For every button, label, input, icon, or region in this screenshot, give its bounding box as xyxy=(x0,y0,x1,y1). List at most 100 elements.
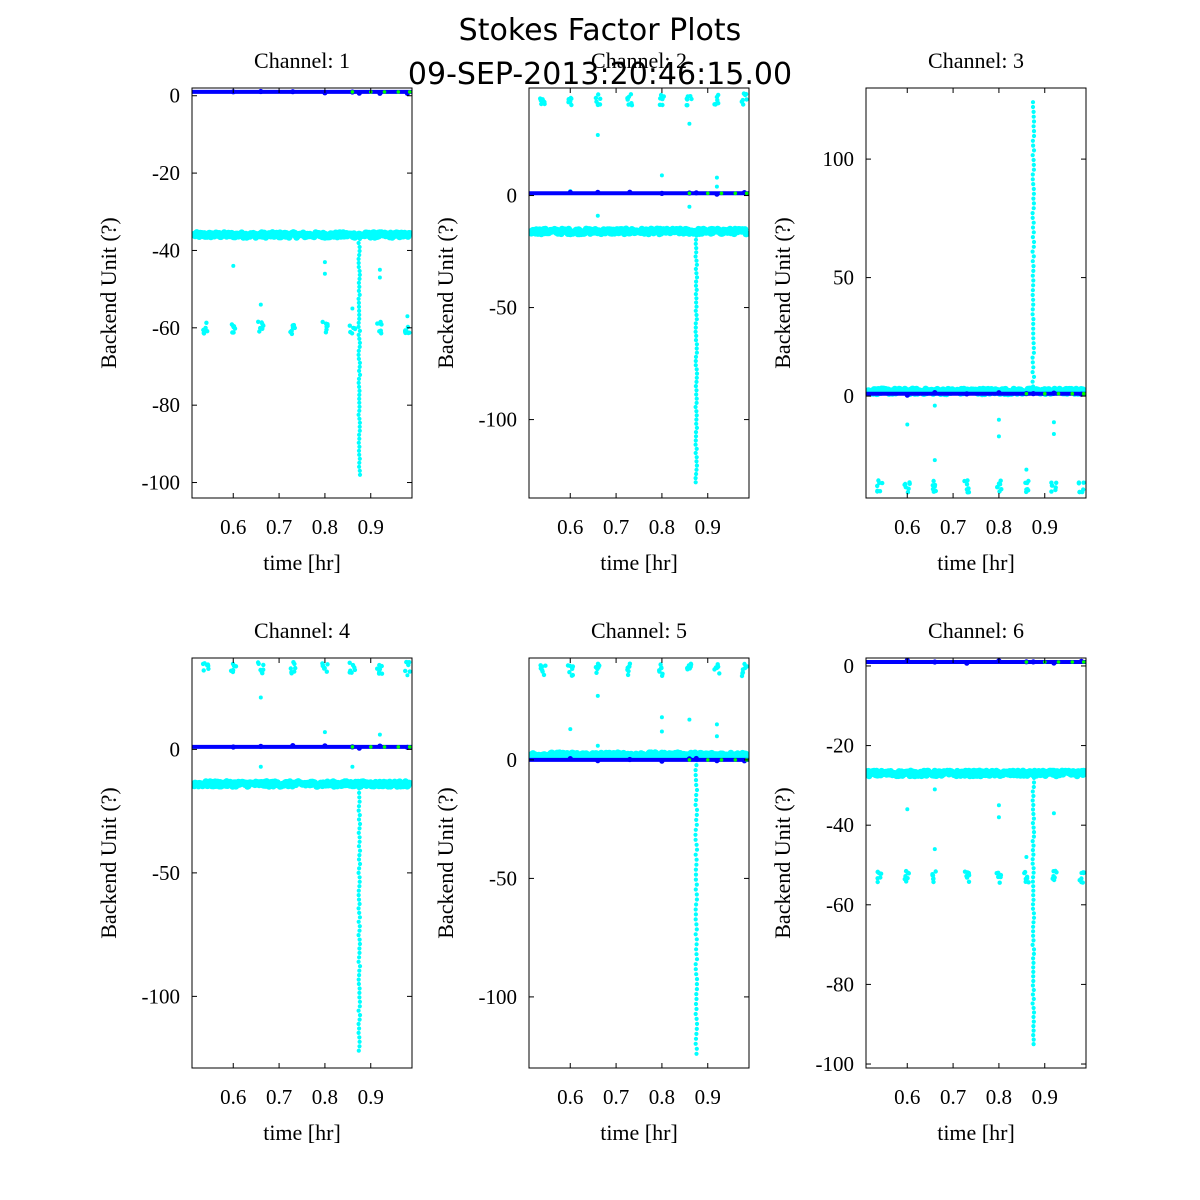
cyan-spike-point xyxy=(1031,933,1036,938)
green-series-point xyxy=(382,745,387,749)
cyan-cluster-point xyxy=(1051,874,1056,879)
cyan-spike-point xyxy=(357,292,362,297)
cyan-spike-point xyxy=(694,1021,700,1026)
blue-series-point xyxy=(1051,390,1057,396)
cyan-cluster-point xyxy=(597,102,603,107)
cyan-spike-point xyxy=(694,842,699,847)
cyan-spike-point xyxy=(1031,143,1036,148)
blue-series xyxy=(192,88,412,96)
cyan-cluster-point xyxy=(289,331,295,337)
cyan-spike-point xyxy=(357,1044,362,1049)
cyan-spike-point xyxy=(694,471,699,477)
cyan-band-point xyxy=(743,230,749,238)
cyan-cluster-point xyxy=(628,92,634,97)
cyan-cluster-point xyxy=(596,92,601,97)
cyan-spike-point xyxy=(357,252,362,258)
cyan-spike-point xyxy=(1031,317,1036,322)
cyan-spike-point xyxy=(1031,920,1036,925)
green-series-point xyxy=(407,745,412,749)
x-tick-label: 0.8 xyxy=(649,515,675,539)
cyan-spike-point xyxy=(694,982,700,987)
cyan-spike-point xyxy=(356,296,361,301)
x-tick-label: 0.6 xyxy=(894,1085,920,1109)
cyan-cluster-point xyxy=(688,664,693,669)
cyan-cluster-point xyxy=(906,486,911,491)
y-axis-label: Backend Unit (?) xyxy=(770,787,795,939)
cyan-spike-point xyxy=(694,300,699,305)
cyan-spike-point xyxy=(357,786,362,791)
cyan-cluster-point xyxy=(538,663,543,668)
y-tick-label: -20 xyxy=(826,734,854,758)
blue-series-point xyxy=(627,189,633,195)
cyan-spike-point xyxy=(1031,1010,1037,1015)
cyan-outlier-point xyxy=(932,787,937,792)
cyan-spike-point xyxy=(694,446,699,451)
cyan-spike-point xyxy=(694,413,699,418)
cyan-spike-point xyxy=(693,907,698,912)
cyan-series-outliers xyxy=(231,260,410,319)
cyan-spike-point xyxy=(693,1036,699,1041)
cyan-cluster-point xyxy=(907,481,912,486)
green-series-point xyxy=(350,90,355,94)
cyan-cluster-point xyxy=(660,671,665,676)
green-series-point xyxy=(1070,391,1075,396)
green-series-point xyxy=(1081,660,1086,664)
cyan-spike-point xyxy=(1031,341,1036,346)
cyan-spike-point xyxy=(1031,264,1036,269)
cyan-spike-point xyxy=(1030,861,1035,866)
y-tick-label: 50 xyxy=(833,266,854,290)
cyan-cluster-point xyxy=(1022,870,1027,876)
cyan-outlier-point xyxy=(405,673,410,678)
cyan-spike-point xyxy=(694,317,699,322)
axes-frame xyxy=(191,87,413,499)
cyan-spike-point xyxy=(693,338,699,343)
cyan-spike-point xyxy=(693,404,698,410)
cyan-cluster-point xyxy=(595,666,600,672)
cyan-cluster-point xyxy=(1053,868,1058,874)
blue-series-point xyxy=(904,392,910,398)
cyan-series-clusters xyxy=(538,91,749,108)
cyan-spike-point xyxy=(1031,825,1036,830)
cyan-spike-point xyxy=(694,379,699,384)
green-series xyxy=(687,191,749,196)
cyan-spike-point xyxy=(1031,297,1036,302)
y-axis-label: Backend Unit (?) xyxy=(433,787,458,939)
cyan-spike-point xyxy=(693,832,698,837)
cyan-spike-point xyxy=(1030,273,1035,278)
cyan-spike-point xyxy=(1031,129,1037,134)
cyan-cluster-point xyxy=(995,485,1000,490)
cyan-outlier-point xyxy=(1079,871,1084,875)
cyan-cluster-point xyxy=(962,869,968,874)
cyan-cluster-point xyxy=(627,661,633,666)
cyan-series-clusters xyxy=(538,661,749,679)
cyan-spike-point xyxy=(1030,902,1036,907)
cyan-spike-point xyxy=(694,797,699,803)
cyan-spike-point xyxy=(1030,249,1035,254)
cyan-spike-point xyxy=(1030,288,1035,293)
green-series-point xyxy=(1024,660,1029,664)
blue-series-point xyxy=(258,743,264,750)
cyan-spike-point xyxy=(357,452,362,457)
x-tick-label: 0.8 xyxy=(312,515,338,539)
x-axis-label: time [hr] xyxy=(937,1120,1015,1145)
cyan-spike-point xyxy=(357,248,362,254)
cyan-spike-point xyxy=(1031,852,1036,857)
cyan-spike-point xyxy=(694,463,700,468)
axes-frame xyxy=(528,657,750,1069)
cyan-spike-point xyxy=(357,861,363,867)
cyan-cluster-point xyxy=(594,670,599,675)
cyan-spike-point xyxy=(694,367,699,372)
cyan-cluster-point xyxy=(258,325,263,331)
cyan-spike-point xyxy=(1031,114,1036,119)
cyan-spike-point xyxy=(693,887,698,892)
cyan-spike-point xyxy=(357,915,362,920)
panel-title: Channel: 5 xyxy=(591,618,687,643)
cyan-spike-point xyxy=(356,830,361,836)
cyan-spike-point xyxy=(356,320,361,325)
cyan-spike-point xyxy=(357,336,362,341)
cyan-spike-point xyxy=(694,350,700,355)
cyan-spike-point xyxy=(357,799,362,804)
cyan-series-clusters xyxy=(875,478,1086,495)
cyan-spike-point xyxy=(357,416,362,421)
